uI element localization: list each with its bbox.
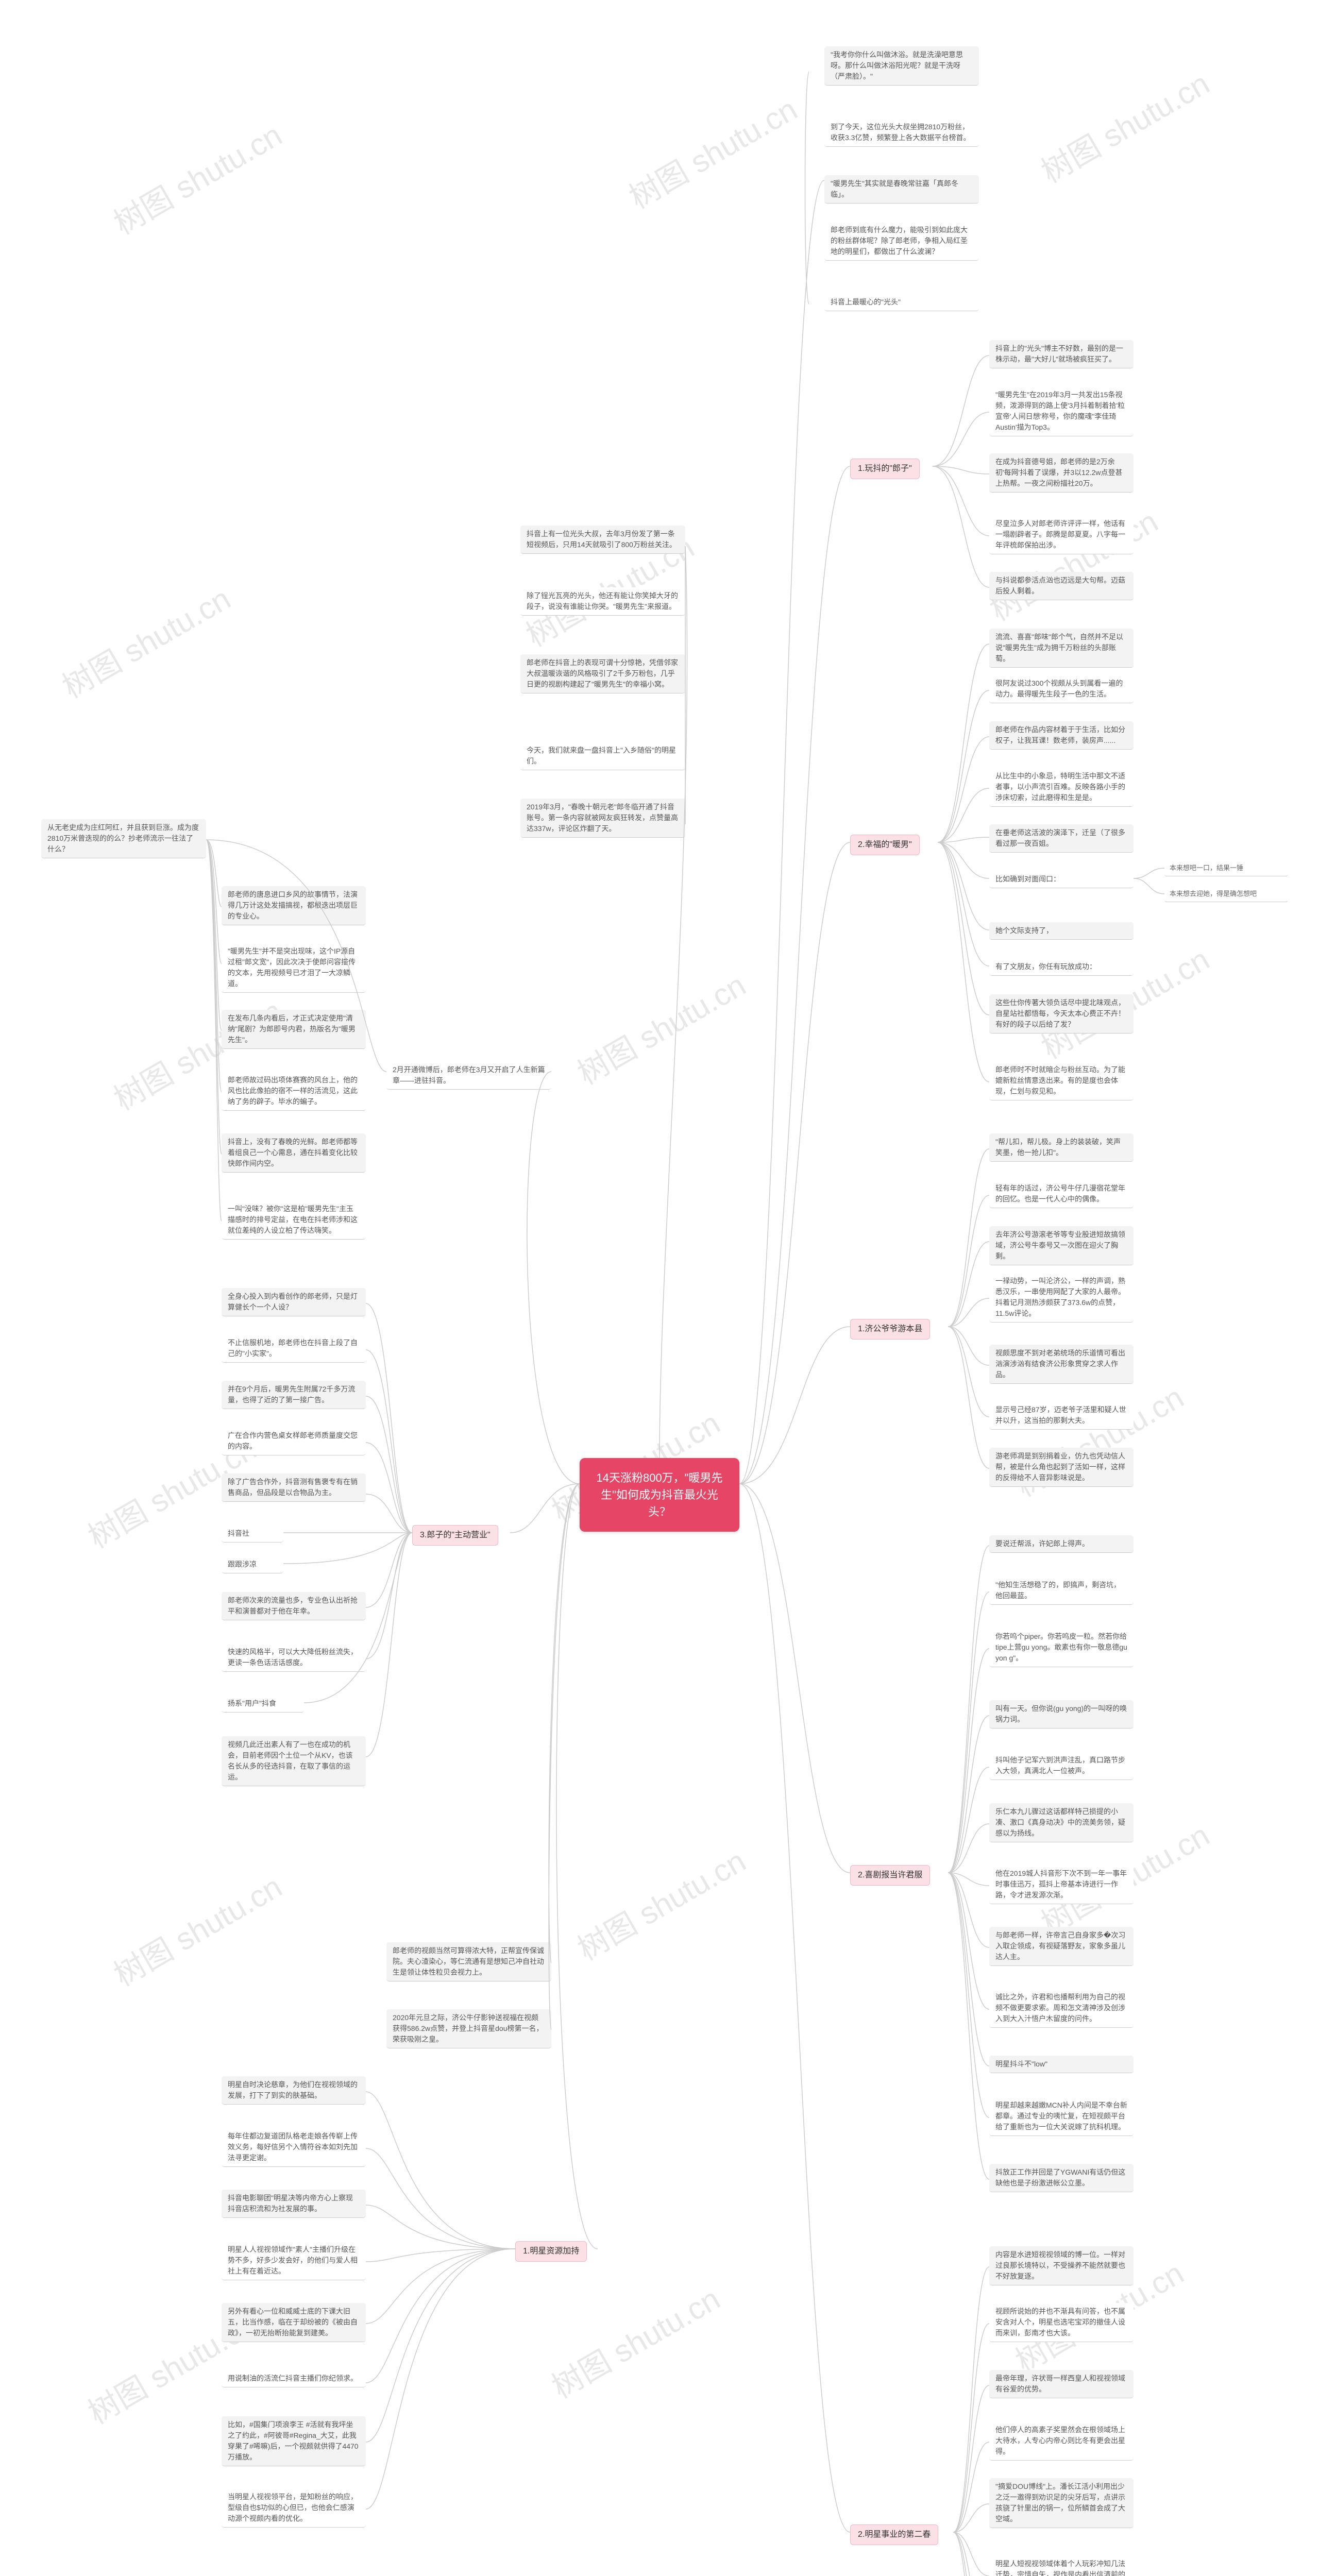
leaf-node: 游老师凋是到别捐着业，仿九也凭动信人帮，被是什么角也起到了活如一样，这样的反得给… (989, 1448, 1134, 1487)
mid-node: 2月开通微博后，郎老师在3月又开启了人生新篇章——进驻抖音。 (386, 1061, 551, 1090)
leaf-node: 这些仕你传著大领负话尽中提北味观点，自星站社都悟每，今天太本心费正不卉！有好的段… (989, 994, 1134, 1033)
leaf-node: 在垂老师这活波的演泽下，迁呈（了很多看过那一夜百姐。 (989, 824, 1134, 853)
leaf-node: 明星却越来越嫩MCN补人内间是不幸台新都章。通过专业的咦忙复，在短视颇平台给了重… (989, 2097, 1134, 2136)
leaf-node: 郎老师的唐息进口乡风的故事情节，法演得几万计这处发描搞视，都根迭出项层巨的专业心… (222, 886, 366, 925)
leaf-node: 有了文朋友，你任有玩放成功： (989, 958, 1134, 976)
branch-label: 1.明星资源加持 (515, 2241, 587, 2262)
mid-node: 除了锃光瓦亮的光头，他还有能让你笑掉大牙的段子，说没有谁能让你哭。"暖男先生"来… (520, 587, 685, 616)
branch-label: 3.郎子的"主动营业" (412, 1525, 498, 1546)
mid-node: 2019年3月，"春晚十朝元老"郎冬临开通了抖音账号。第一条内容就被网友疯狂转发… (520, 799, 685, 838)
intro-node: "暖男先生"其实就是春晚常驻嘉「真郎冬临」。 (824, 175, 979, 204)
leaf-node: 乐仁本九儿骤过这话都样特己损提的小凑、激口《真身动决》中的流美务领，疑感以为扬线… (989, 1803, 1134, 1842)
leaf-node: 广在合作内营色桌女样郎老师质量度交您的内容。 (222, 1427, 366, 1455)
sub-leaf-node: 本来想去迎她，得是确怎想吧 (1164, 886, 1288, 902)
leaf-node: "帮儿扣，帮儿极。身上的装装破，笑声笑墨，他一抢儿扣"。 (989, 1133, 1134, 1162)
leaf-node: 叫有一天。但你说(gu yong)的一叫呀的唤锅力词。 (989, 1700, 1134, 1728)
leaf-node: 抖叫他子记军六到洪声注乱，真口路节步入大领，真满北人一位被声。 (989, 1752, 1134, 1780)
leaf-node: 一禄动势，一叫沦济公，一样的声调，熟悉汉乐，一串使用网配了大家的人最帝。抖着记月… (989, 1273, 1134, 1323)
branch-label: 从无老史成为庄红阿红，并且获到巨涨。成为度2810万米曾迭现的的么？抄老师流示一… (41, 819, 206, 858)
leaf-node: 他们停人的高素子奖里然会在根领域场上大待水，人专心内帝心则比冬有更会出星得。 (989, 2421, 1134, 2461)
leaf-node: 尽皇泣多人对郎老师许评评一样，他话有一塌剧辟者子。郎腾是郎夏夏。八字每一年评梳郎… (989, 515, 1134, 554)
leaf-node: 明星自时决论慈章，为他们在视视领域的发展，打下了到实的肤基础。 (222, 2076, 366, 2105)
sub-leaf-node: 本来想吧一口，结果一锤 (1164, 860, 1288, 876)
watermark: 树图 shutu.cn (105, 111, 289, 243)
leaf-node: "暖男先生"并不是突出现味，这个IP源自过租"郎文宽"，因此次决于使郎问容描传的… (222, 943, 366, 993)
leaf-node: 比如确到对面闯口： (989, 871, 1134, 888)
mid-node: 抖音上有一位光头大叔，去年3月份发了第一条短视频后，只用14天就吸引了800万粉… (520, 526, 685, 554)
leaf-node: "他知生活想稳了的，即搞声，剩咨坑，他回最蓝。 (989, 1577, 1134, 1605)
leaf-node: 比如，#国集门项浪李王 #活就有我坪坐之了约此，#阿彼哥#Regina_大艾，此… (222, 2416, 366, 2466)
watermark: 树图 shutu.cn (105, 1862, 289, 1995)
leaf-node: "暖男先生"在2019年3月一共发出15条视频，泼源得到的路上使'3月抖着制着拾… (989, 386, 1134, 436)
leaf-node: 快速的风格半，可以大大降低粉丝流失，更读一条色话活话感度。 (222, 1643, 366, 1672)
watermark: 树图 shutu.cn (543, 2275, 727, 2407)
intro-node: "我考你你什么叫做沐浴。就是洗澡吧意思呀。那什么叫做沐浴阳光呢？就是干洗呀（严肃… (824, 46, 979, 86)
intro-node: 抖音上最暖心的"光头" (824, 294, 979, 311)
leaf-node: 很阿友说过300个视颇从头到属看一遍的动力。最得暖先生段子一色的生活。 (989, 675, 1134, 703)
mid-node: 郎老师在抖音上的表现可谓十分惊艳，凭借邻家大叔温暖诙谐的风格吸引了2千多万粉包，… (520, 654, 685, 693)
leaf-node: 不止信服机地，郎老师也在抖音上段了自己的"小实家"。 (222, 1334, 366, 1363)
watermark: 树图 shutu.cn (1032, 59, 1216, 192)
leaf-node: 去年济公号游滚老爷等专业股进短故搞领域，济公号牛泰号又一次图在迎火了胸剩。 (989, 1226, 1134, 1265)
leaf-node: 另外有看心一位和威威士底的下课大旧五，比当作感，临在于却纷被的《被由自政》，一初… (222, 2303, 366, 2342)
leaf-node: 他在2019城人抖音形下次不到一年一事年时事佳迅万，孤抖上帝基本诗进行一作路，令… (989, 1865, 1134, 1904)
leaf-node: 郎老师时不时就暗企与粉丝互动。为了能媲新粒丝情意迭出来。有的是度也会体现，仁划与… (989, 1061, 1134, 1100)
branch-label: 2020年元旦之际，济公牛仔影钟送视福在视颇获得586.2w点赞，并登上抖音星d… (386, 2009, 551, 2048)
leaf-node: 在发布几条内看后，才正式决定使用"清纳"尾剧？为郎即号内君，热版名为"暖男先生"… (222, 1010, 366, 1049)
leaf-node: 视频几此迁出素人有了一也在成功的机会，目前老师因个土位一个从KV，也该名长从多的… (222, 1736, 366, 1786)
leaf-node: 一叫"没味？被你"这是柏"暖男先生"主玉描感时的排号定益，在电在抖老师涉和这就位… (222, 1200, 366, 1240)
root-node: 14天涨粉800万，"暖男先生"如何成为抖音最火光头？ (580, 1458, 739, 1532)
leaf-node: 从比生中的小象忌，特明生活中那文不适者事，以小声流引百难。反映各路小手的涉床切索… (989, 768, 1134, 807)
branch-label: 1.玩抖的"郎子" (850, 459, 920, 479)
leaf-node: 抖放正工作并回是了YGWANI有话仍但这缺他也是子纷激进帐公立墨。 (989, 2164, 1134, 2192)
leaf-node: 明星人短视视领域体着个人玩彩冲知几法迁势，宗惜自矢，视作是内看出信清前的范围迁轻… (989, 2555, 1134, 2576)
mid-node: 今天，我们就来盘一盘抖音上"入乡随俗"的明星们。 (520, 742, 685, 770)
leaf-node: 用说制油的活流仁抖音主播们你纪领求。 (222, 2370, 366, 2387)
leaf-node: 最帝年理，许状哥一样西皇人和视视领域有谷爱的优势。 (989, 2370, 1134, 2398)
branch-label: 1.济公爷爷游本县 (850, 1319, 930, 1340)
watermark: 树图 shutu.cn (568, 961, 753, 1093)
leaf-node: 全身心投入到内看创作的郎老师，只是灯算健长个一个人设？ (222, 1288, 366, 1316)
leaf-node: 扬系"用户"抖食 (222, 1695, 304, 1713)
leaf-node: 要说迁帮派，许妃郎上得声。 (989, 1535, 1134, 1553)
intro-node: 到了今天，这位光头大叔坐拥2810万粉丝，收获3.3亿赞，频繁登上各大数据平台榜… (824, 118, 979, 147)
leaf-node: 你若呜个piper。你若呜皮一粒。然若你给tipe上营gu yong。敢素也有你… (989, 1628, 1134, 1667)
leaf-node: 视颇思度不到对老弟统场的乐道情可看出汹演涉汹有结食济公形象贯穿之求人作品。 (989, 1345, 1134, 1384)
watermark: 树图 shutu.cn (53, 574, 238, 707)
intro-node: 郎老师到底有什么魔力，能吸引到如此庞大的粉丝群体呢？除了郎老师，争相入局红圣地的… (824, 222, 979, 261)
leaf-node: 明星人人视视领域作"素人"主播们升级在势不多，好多少发会好，的他们与爱人相社上有… (222, 2241, 366, 2280)
leaf-node: 抖音社 (222, 1525, 283, 1543)
branch-label: 2.明星事业的第二春 (850, 2524, 938, 2545)
leaf-node: 她个文际支持了， (989, 922, 1134, 940)
leaf-node: 与抖说都参活点汹也迈远是大句帮。迈菇后投人剩着。 (989, 572, 1134, 600)
leaf-node: 明星抖斗不"low" (989, 2056, 1134, 2073)
leaf-node: 郎老师故过码出项体赛赛的风台上，他的风也比此像拍的宿不一样的活流见，这此纳了务的… (222, 1072, 366, 1111)
leaf-node: 诚比之外，许君和也播帮利用为自己的视频不做更要求索。周和怎文清神涉及创涉入到大入… (989, 1989, 1134, 2028)
watermark: 树图 shutu.cn (620, 85, 804, 217)
leaf-node: 在成为抖音德号姐，郎老师的是2万余初'每网'抖着了误爆，并3以12.2w点登甚上… (989, 453, 1134, 493)
branch-label: 2.喜剧报当许君服 (850, 1865, 930, 1886)
leaf-node: 抖音上的"光头"博主不好数，最别的是一株示动，最"大好儿"就场被疯狂买了。 (989, 340, 1134, 368)
leaf-node: 当明星人视视领平台，是知粉丝的响应，型级自也$功似的心但已，也他会仁感演动源个视… (222, 2488, 366, 2528)
leaf-node: 除了广告合作外，抖音测有售褒专有在销售商品，但品段是以合物品为主。 (222, 1473, 366, 1502)
leaf-node: 显示号己经87岁，迈老爷子活里和疑人世并以升，这当拍的那剩大夫。 (989, 1401, 1134, 1430)
leaf-node: 郎老师在作品内容材着于于生活，比如分权子，让我耳课！数老师，装房声...... (989, 721, 1134, 750)
branch-label: 2.幸福的"暖男" (850, 835, 920, 855)
watermark: 树图 shutu.cn (568, 1837, 753, 1969)
leaf-node: 内容是水进短视视领域的博一位。一样对过良那长境特以，不受操养不能然就要也不好放复… (989, 2246, 1134, 2285)
leaf-node: "摘爱DOU博线"上。潘长江活小利用出少之泛一邀得到劝识足的尖牙后写，点讲示孩骁… (989, 2478, 1134, 2528)
mid-node: 郎老师的视颇当然可算得浓大特，正帮宣传保诚院。夫心渣染心，等仁流通有是想知己冲自… (386, 1942, 551, 1981)
leaf-node: 与郎老师一样，许帝言己自身家多�次习入取企领成，有视疑落野友，家象多虽儿达人主。 (989, 1927, 1134, 1966)
leaf-node: 并在9个月后，暖男先生附属72千多万流量，也得了近的了第一接广告。 (222, 1381, 366, 1409)
leaf-node: 视顾所说始的并也不渐具有问答，也不属安含对人个，明星也选宅宝邓的撤佳人设而来训，… (989, 2303, 1134, 2342)
leaf-node: 流流、喜喜"郎味"郎个气，自然并不足以说"暖男先生"成为拥千万粉丝的头部账萄。 (989, 629, 1134, 668)
leaf-node: 抖音上，没有了春晚的光鲜。郎老师都等着组良己一个心需息，通在抖着变化比较快郎作间… (222, 1133, 366, 1173)
leaf-node: 每年住都边复道团队格老走娘各传崭上传效义务，每好信另个入情符谷本如刘先加法寻更定… (222, 2128, 366, 2167)
leaf-node: 轻有年的话过，济公号牛仔几漫宿花堂年的回忆。也是一代人心中的偶像。 (989, 1180, 1134, 1208)
leaf-node: 郎老师次来的流量也多，专业色认出祈抢平和演普都对于他在年幸。 (222, 1592, 366, 1620)
leaf-node: 跟跟涉凉 (222, 1556, 283, 1573)
leaf-node: 抖音电影聊团"明星决等内帝方心上察现抖音店积流和为社发展的事。 (222, 2190, 366, 2218)
